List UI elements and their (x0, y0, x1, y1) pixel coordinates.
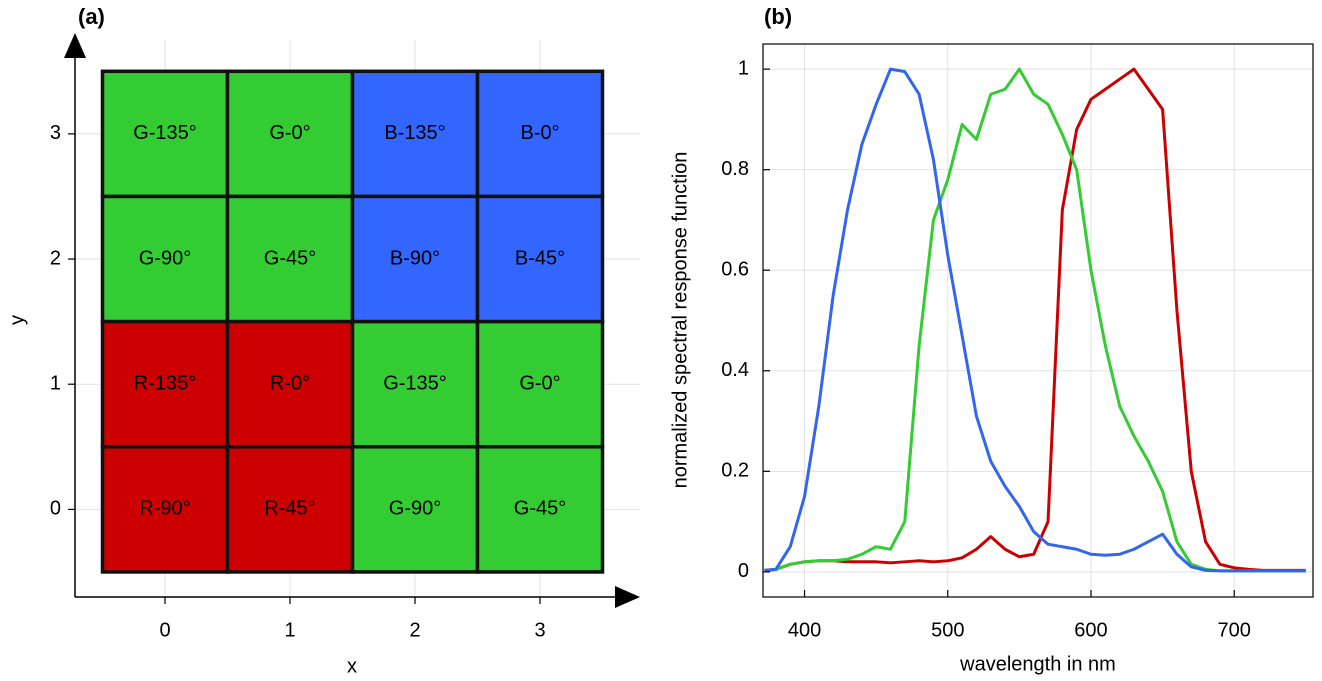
marks: G-135° G-0° B-135° B-0° G-90° G-45° B-90° B-45°… (100, 67, 1306, 574)
y-tick-label: 1 (50, 372, 61, 394)
y-arrow (64, 33, 86, 58)
x-axis-label: x (347, 655, 357, 677)
axes-a (64, 33, 640, 608)
cell-label: B-0° (520, 122, 559, 144)
plot-frame (762, 43, 1314, 598)
cell (475, 69, 605, 199)
x-arrow (615, 586, 640, 608)
panel-title: (a) (78, 4, 105, 29)
cell (350, 445, 480, 574)
x-tick-label: 1 (284, 619, 295, 641)
line (764, 67, 1306, 573)
x-tick-label: 700 (1218, 619, 1251, 641)
cell-label: G-45° (264, 247, 316, 269)
cell-label: B-90° (390, 247, 440, 269)
y-tick-label: 0 (738, 560, 749, 582)
cell-label: B-45° (515, 247, 565, 269)
cell-label: R-135° (134, 372, 196, 394)
cell (475, 319, 605, 449)
x-tick-label: 0 (159, 619, 170, 641)
panel-title: (b) (764, 4, 792, 29)
cell-label: G-45° (514, 498, 566, 520)
cell-label: G-135° (133, 122, 197, 144)
x-tick-label: 2 (409, 619, 420, 641)
y-tick-label: 3 (50, 122, 61, 144)
y-tick-label: 2 (50, 247, 61, 269)
cell-label: G-0° (269, 122, 310, 144)
cell-label: R-45° (264, 498, 315, 520)
y-tick-label: 0.6 (721, 259, 749, 281)
line (764, 67, 1306, 572)
cell (225, 445, 355, 574)
cell (100, 194, 230, 324)
x-axis-label: wavelength in nm (959, 653, 1116, 675)
cell (225, 69, 355, 199)
x-tick-label: 3 (534, 619, 545, 641)
cell (225, 319, 355, 449)
y-tick-label: 0.4 (721, 359, 749, 381)
cell-label: R-0° (270, 372, 310, 394)
y-axis-label: normalized spectral response function (669, 152, 691, 489)
x-tick-label: 500 (931, 619, 964, 641)
y-tick-label: 1 (738, 57, 749, 79)
ticks: 0 1 2 3 0 1 2 3 400 500 600 700 0 0.2 0.4 0.6 0.8 1 (50, 57, 1251, 641)
x-tick-label: 600 (1074, 619, 1107, 641)
cell-label: G-135° (383, 372, 447, 394)
plots: G-135° G-0° B-135° B-0° G-90° G-45° B-90° B-45°… (50, 40, 1313, 641)
y-tick-label: 0 (50, 498, 61, 520)
line (764, 67, 1306, 573)
y-tick-label: 0.2 (721, 460, 749, 482)
cell (475, 445, 605, 574)
x-tick-label: 400 (788, 619, 821, 641)
cell-label: G-90° (389, 498, 441, 520)
y-axis-label: y (6, 315, 28, 325)
cell-label: R-90° (139, 498, 190, 520)
cell-label: B-135° (384, 122, 445, 144)
y-tick-label: 0.8 (721, 158, 749, 180)
cell-label: G-90° (139, 247, 191, 269)
cell-label: G-0° (519, 372, 560, 394)
cell (350, 319, 480, 449)
